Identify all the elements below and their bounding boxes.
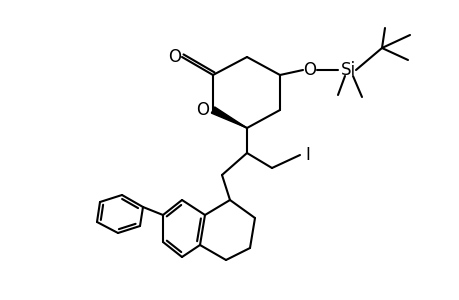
Text: O: O xyxy=(168,48,181,66)
Text: O: O xyxy=(303,61,316,79)
Text: O: O xyxy=(196,101,209,119)
Polygon shape xyxy=(211,107,246,128)
Text: I: I xyxy=(305,146,310,164)
Text: Si: Si xyxy=(340,61,355,79)
